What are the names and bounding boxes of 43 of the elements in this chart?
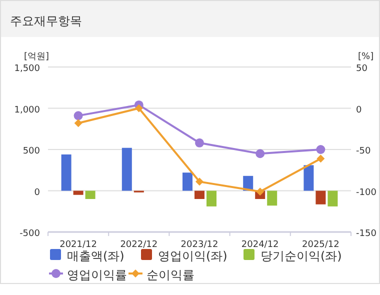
x-tick-label: 2023/12 (180, 240, 218, 250)
point (316, 145, 326, 154)
bar (182, 172, 192, 191)
y2-tick-label: 50 (356, 64, 368, 74)
y-tick-label: -500 (20, 229, 40, 239)
bar (316, 190, 326, 204)
y2-axis-title: [%] (358, 52, 374, 62)
point (196, 178, 204, 186)
y2-tick-label: -150 (356, 229, 377, 239)
y2-tick-label: -50 (356, 146, 371, 156)
x-tick-label: 2025/12 (302, 240, 340, 250)
point (316, 154, 325, 163)
y-axis-title: [억원] (24, 52, 50, 62)
bar (61, 154, 72, 191)
bar (328, 190, 338, 206)
bar (85, 190, 96, 199)
y-tick-label: 1,000 (14, 105, 40, 116)
bar (194, 190, 204, 199)
legend-label: 영업이익률 (67, 268, 127, 282)
legend-label: 당기순이익(좌) (260, 249, 342, 263)
point (195, 138, 204, 148)
y2-tick-label: 0 (356, 105, 362, 116)
bar (206, 190, 216, 206)
bar (122, 148, 132, 191)
y2-tick-label: -100 (356, 188, 377, 198)
point (74, 119, 82, 128)
bar (304, 165, 314, 191)
point (134, 104, 143, 112)
y-tick-label: 500 (22, 146, 40, 156)
y-tick-label: 0 (34, 188, 40, 198)
legend-label: 영업이익(좌) (158, 249, 228, 263)
x-tick-label: 2024/12 (241, 240, 279, 250)
legend-label: 매출액(좌) (67, 249, 124, 263)
point (74, 111, 83, 120)
bar (73, 190, 84, 195)
point (256, 149, 265, 158)
x-tick-label: 2022/12 (120, 240, 158, 250)
bar (267, 190, 278, 206)
point (256, 188, 264, 196)
legend-label: 순이익률 (146, 268, 194, 282)
chart-title: 주요재무항목 (10, 14, 82, 28)
x-tick-label: 2021/12 (60, 240, 97, 250)
y-tick-label: 1,500 (14, 64, 40, 74)
